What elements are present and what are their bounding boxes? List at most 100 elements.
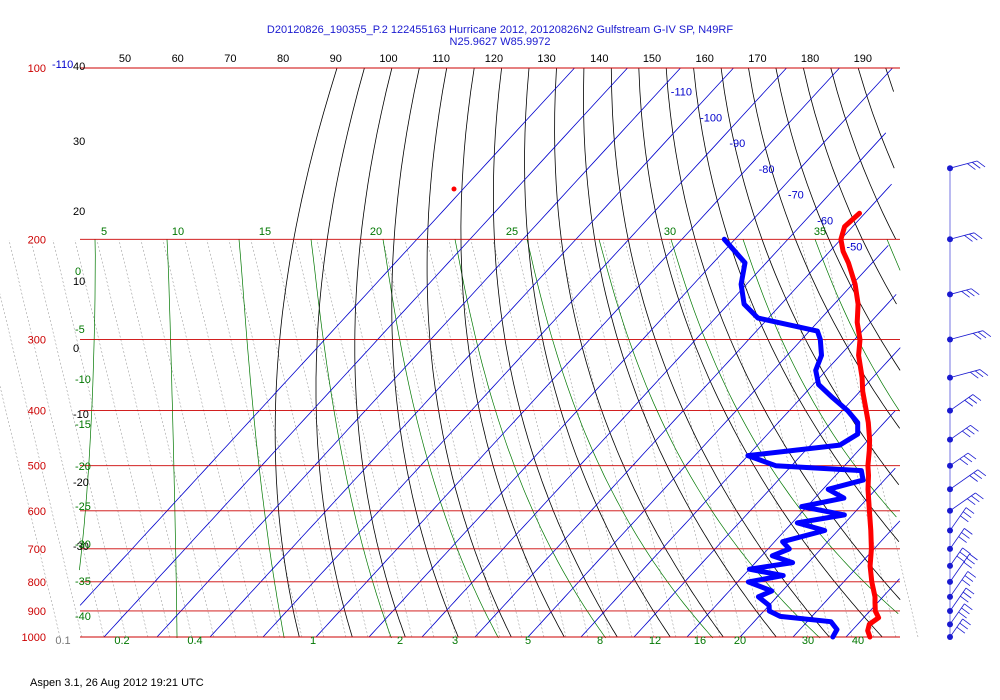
mixing-ratio-line [448, 239, 545, 638]
mixing-ratio-line [580, 239, 677, 638]
theta-label: -35 [75, 576, 91, 588]
dewpoint-point [779, 615, 781, 618]
wind-barb-feather [964, 603, 973, 611]
mixing-ratio-line [338, 239, 435, 638]
mixing-ratio-line [250, 239, 347, 638]
mixing-ratio-line [558, 239, 655, 638]
temperature-point [868, 623, 871, 626]
isobars [80, 67, 900, 638]
title-line-1: D20120826_190355_P.2 122455163 Hurricane… [266, 24, 734, 36]
mixing-ratio-line [140, 239, 237, 638]
wind-barb-feather [958, 536, 967, 543]
wind-barb-feather [963, 561, 973, 569]
theta-label: -5 [75, 324, 85, 336]
dry-adiabat-line [803, 67, 897, 305]
temperature-point [856, 321, 858, 324]
dewpoint-point [782, 574, 785, 577]
top-scale-label: 130 [537, 53, 555, 65]
wind-barb-feather [967, 163, 976, 170]
dry-adiabat-line [748, 67, 901, 429]
wind-level-dot [947, 462, 953, 469]
wind-level-dot [947, 527, 953, 534]
temperature-point [861, 390, 864, 393]
dry-adiabat-label: -10 [73, 409, 89, 421]
temperature-point [867, 421, 870, 424]
dry-adiabat-line [492, 67, 618, 638]
temperature-point [859, 338, 861, 341]
dry-adiabat-line [610, 67, 830, 638]
temperature-point [868, 509, 871, 512]
wind-level-dot [947, 578, 953, 585]
wind-level-dot [947, 634, 953, 640]
wind-barb-feather [977, 331, 987, 339]
moist-adiabat-line [238, 239, 285, 639]
isotherm-label: -50 [846, 241, 862, 253]
temperature-point [866, 629, 869, 632]
wind-barb-staff [949, 587, 967, 612]
mixing-ratio-line [8, 239, 105, 638]
temperature-point [843, 225, 846, 228]
isotherm-line [633, 347, 901, 638]
wind-barb-staff [949, 452, 969, 467]
isotherm-line [103, 67, 628, 638]
moist-adiabat-line [886, 239, 901, 271]
mixing-ratio-lines [0, 239, 919, 638]
dewpoint-point [817, 383, 820, 386]
wind-barb-feather [958, 611, 967, 619]
mixing-ratio-line [206, 239, 303, 638]
top-scale-label: 70 [224, 53, 236, 65]
mixing-ratio-label: 16 [694, 635, 706, 647]
theta-label: -30 [75, 539, 91, 551]
moist-adiabat-label: 20 [370, 226, 382, 238]
isotherm-line [156, 67, 681, 638]
wind-barb-staff [949, 394, 974, 411]
moist-adiabat-label: 10 [172, 226, 184, 238]
wind-barb-feather [962, 430, 971, 438]
dewpoint-point [781, 540, 784, 543]
dry-adiabat-label: 10 [73, 276, 85, 288]
top-scale-label: 100 [379, 53, 397, 65]
mixing-ratio-line [778, 239, 875, 638]
moist-adiabat-label: 35 [814, 226, 826, 238]
mixing-ratio-label: 12 [649, 635, 661, 647]
pressure-label: 300 [28, 334, 46, 346]
axis-labels: -110-100-90-80-70-60-50403020100-10-20-3… [22, 53, 872, 647]
wind-level-dot [947, 621, 953, 628]
temperature-point [877, 616, 880, 619]
theta-label: -15 [75, 419, 91, 431]
moist-adiabat-label: 25 [506, 226, 518, 238]
pressure-label: 800 [28, 577, 46, 589]
moist-adiabat-line [79, 239, 96, 571]
wind-barb-feather [956, 626, 966, 634]
dewpoint-point [856, 433, 859, 435]
title-line-2: N25.9627 W85.9972 [449, 36, 551, 48]
moist-adiabat-line [382, 239, 499, 639]
wind-barb-feather [960, 595, 969, 603]
mixing-ratio-line [536, 239, 633, 638]
temperature-point [867, 474, 870, 477]
mixing-ratio-line [0, 293, 83, 638]
isotherm-label: -100 [700, 112, 722, 124]
mixing-ratio-label: 40 [852, 635, 864, 647]
mixing-ratio-line [30, 239, 127, 638]
dewpoint-point [814, 369, 817, 372]
isotherm-label: -60 [817, 215, 833, 227]
dry-adiabat-label: -20 [73, 477, 89, 489]
wind-level-dot [947, 336, 953, 343]
isotherm-line [79, 67, 575, 606]
dewpoint-point [774, 464, 777, 467]
wind-barb-feather [966, 498, 976, 506]
mixing-ratio-line [272, 239, 369, 638]
dewpoint-point [791, 561, 794, 564]
wind-barb-feather [964, 575, 974, 582]
temperature-point [861, 376, 863, 379]
wind-barb-feather [979, 369, 989, 376]
moist-adiabat-line [598, 239, 821, 639]
wind-level-dot [947, 545, 953, 552]
mixing-ratio-line [712, 239, 809, 638]
temperature-point [865, 409, 867, 412]
wind-barb-staff [949, 469, 979, 490]
wind-level-dot [947, 291, 953, 298]
mixing-ratio-line [118, 239, 215, 638]
wind-barb-feather [971, 495, 980, 503]
